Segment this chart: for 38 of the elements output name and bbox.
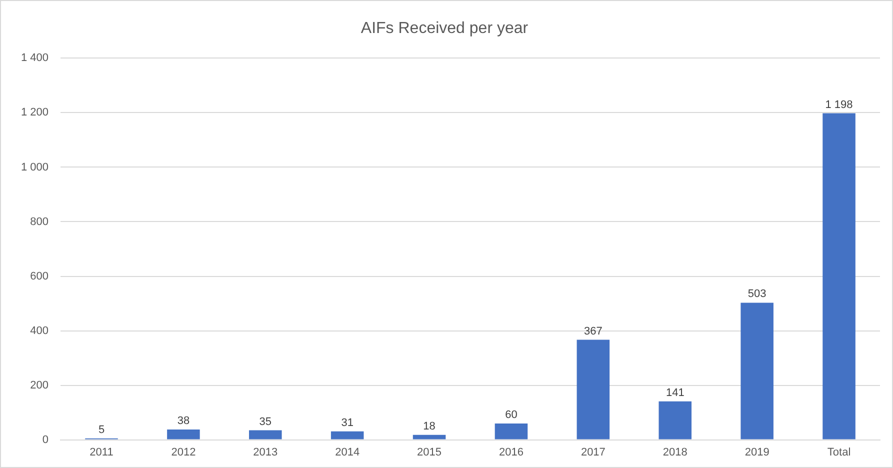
bar <box>494 423 528 440</box>
data-label: 35 <box>259 416 272 428</box>
x-tick-label: 2011 <box>90 446 114 458</box>
data-label: 18 <box>423 420 436 432</box>
y-tick-label: 200 <box>30 379 49 392</box>
x-tick-label: 2017 <box>580 446 606 458</box>
bar <box>740 302 774 440</box>
data-label: 503 <box>748 288 766 300</box>
data-label: 141 <box>666 386 684 399</box>
bar <box>822 113 856 440</box>
y-tick-label: 400 <box>30 324 49 337</box>
y-tick-label: 600 <box>30 270 49 282</box>
data-label: 60 <box>505 408 518 421</box>
x-tick-label: 2015 <box>417 446 442 458</box>
x-tick-label: 2019 <box>744 446 770 458</box>
data-label: 31 <box>341 416 354 429</box>
bar <box>249 430 282 440</box>
bar <box>167 429 200 440</box>
bar <box>658 401 692 440</box>
data-label: 5 <box>98 424 105 436</box>
x-tick-label: 2013 <box>253 446 278 458</box>
x-tick-label: 2016 <box>498 446 524 458</box>
x-tick-label: 2014 <box>335 446 360 458</box>
x-tick-label: 2012 <box>171 446 196 458</box>
data-label: 38 <box>177 414 190 427</box>
data-label: 367 <box>584 325 602 338</box>
x-tick-label: Total <box>827 446 851 458</box>
bar <box>330 431 364 440</box>
chart-title: AIFs Received per year <box>360 20 529 38</box>
y-tick-label: 0 <box>42 434 49 446</box>
data-label: 1 198 <box>825 98 853 111</box>
x-tick-label: 2018 <box>662 446 688 458</box>
y-tick-label: 800 <box>30 216 49 228</box>
y-tick-label: 1 200 <box>20 106 49 119</box>
bar <box>412 434 446 440</box>
y-tick-label: 1 400 <box>20 52 49 64</box>
y-tick-label: 1 000 <box>20 161 49 174</box>
bar <box>576 340 610 440</box>
